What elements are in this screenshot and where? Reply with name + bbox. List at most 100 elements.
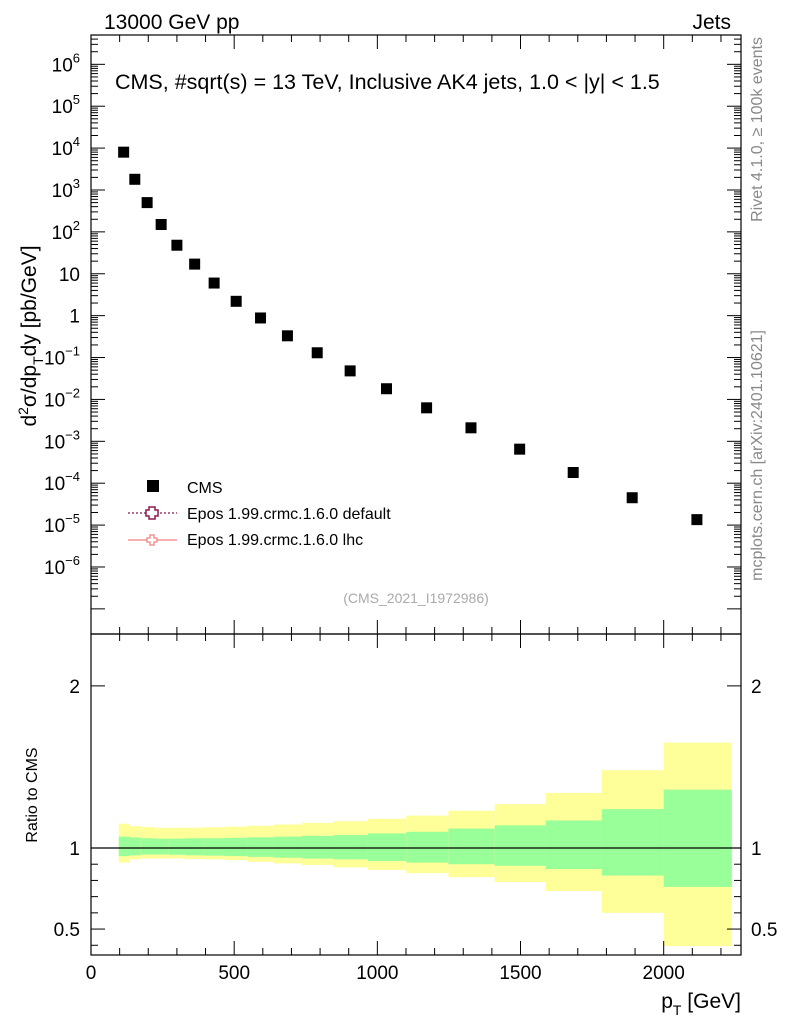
ylabel-rest: dy [pb/GeV] bbox=[18, 245, 41, 356]
ylabel-sup2: 2 bbox=[15, 407, 31, 415]
legend-marker-cms bbox=[147, 480, 159, 492]
main-y-tick-label: 106 bbox=[52, 50, 80, 76]
x-tick-label: 1000 bbox=[356, 963, 398, 984]
watermark: (CMS_2021_I1972986) bbox=[343, 590, 489, 606]
tick-base: 10 bbox=[44, 349, 65, 370]
cms-data-point bbox=[465, 422, 477, 434]
main-y-tick-label: 10−6 bbox=[44, 553, 80, 579]
tick-base: 10 bbox=[44, 432, 65, 453]
tick-base: 1 bbox=[69, 307, 80, 328]
ylabel-sigma: σ/dp bbox=[18, 365, 41, 407]
main-x-ticks bbox=[90, 35, 722, 634]
ratio-inner-band-bin bbox=[225, 837, 248, 857]
tick-base: 10 bbox=[52, 97, 73, 118]
cms-data-point bbox=[311, 347, 323, 359]
cms-data-point bbox=[230, 295, 242, 307]
main-y-ticks: 10610510410310210110−110−210−310−410−510… bbox=[44, 34, 741, 610]
ratio-inner-band-bin bbox=[367, 833, 407, 861]
tick-base: 10 bbox=[52, 55, 73, 76]
header-left: 13000 GeV pp bbox=[104, 11, 239, 34]
ratio-inner-band-bin bbox=[302, 835, 334, 859]
cms-data-point bbox=[567, 467, 579, 479]
cms-data-point bbox=[118, 146, 130, 158]
legend-label-default: Epos 1.99.crmc.1.6.0 default bbox=[187, 506, 391, 523]
ratio-inner-band-bin bbox=[153, 838, 169, 855]
main-y-tick-label: 10−5 bbox=[44, 511, 80, 537]
cms-data-point bbox=[189, 258, 201, 270]
legend-label-cms: CMS bbox=[187, 480, 223, 497]
cms-data-point bbox=[514, 443, 526, 455]
tick-exponent: 2 bbox=[73, 218, 80, 233]
x-tick-label: 500 bbox=[218, 963, 250, 984]
ratio-inner-band-bin bbox=[545, 820, 602, 870]
ratio-inner-band-bin bbox=[494, 825, 546, 866]
cms-data-point bbox=[155, 218, 167, 230]
tick-base: 10 bbox=[44, 516, 65, 537]
ratio-inner-band-bin bbox=[333, 835, 368, 860]
tick-exponent: −4 bbox=[65, 469, 80, 484]
xlabel-subT: T bbox=[673, 1002, 682, 1018]
tick-base: 10 bbox=[44, 558, 65, 579]
ratio-y-tick-label: 0.5 bbox=[54, 920, 80, 941]
legend-marker-lhc bbox=[146, 534, 158, 546]
main-y-tick-label: 10−2 bbox=[44, 385, 80, 411]
tick-exponent: −6 bbox=[65, 553, 80, 568]
ratio-inner-band-bin bbox=[663, 789, 732, 887]
header-right: Jets bbox=[692, 11, 731, 34]
ratio-inner-band-bin bbox=[129, 837, 141, 856]
cms-data-point bbox=[129, 173, 141, 185]
tick-exponent: 3 bbox=[73, 176, 80, 191]
x-tick-label: 0 bbox=[86, 963, 97, 984]
tick-base: 10 bbox=[52, 223, 73, 244]
x-tick-label: 1500 bbox=[499, 963, 541, 984]
ratio-inner-band-bin bbox=[168, 838, 186, 855]
main-y-tick-label: 105 bbox=[52, 92, 80, 118]
ylabel-d: d bbox=[18, 415, 41, 427]
rivet-label: Rivet 4.1.0, ≥ 100k events bbox=[749, 37, 766, 222]
ratio-inner-band-bin bbox=[204, 838, 226, 856]
main-panel: 10610510410310210110−110−210−310−410−510… bbox=[15, 34, 742, 635]
tick-exponent: 4 bbox=[73, 134, 80, 149]
main-y-tick-label: 103 bbox=[52, 176, 80, 202]
ratio-y-tick-label: 1 bbox=[69, 839, 80, 860]
legend: CMS Epos 1.99.crmc.1.6.0 default Epos 1.… bbox=[128, 480, 391, 549]
ratio-bands bbox=[118, 742, 732, 947]
tick-base: 10 bbox=[59, 265, 80, 286]
cms-data-point bbox=[421, 402, 433, 414]
cms-data-point bbox=[691, 514, 703, 526]
ratio-y-tick-label-right: 1 bbox=[751, 839, 762, 860]
cms-data-point bbox=[141, 197, 153, 209]
ratio-inner-band-bin bbox=[273, 836, 303, 858]
ratio-y-ticks: 0.5 0.5 1 1 2 2 bbox=[54, 677, 777, 946]
ratio-y-tick-label: 2 bbox=[69, 677, 80, 698]
legend-marker-default bbox=[145, 506, 159, 520]
main-y-tick-label: 10 bbox=[59, 265, 80, 286]
tick-exponent: −1 bbox=[65, 344, 80, 359]
cms-data-point bbox=[281, 330, 293, 342]
tick-base: 10 bbox=[44, 390, 65, 411]
ratio-inner-band-bin bbox=[140, 838, 154, 855]
ratio-y-label: Ratio to CMS bbox=[24, 747, 41, 842]
main-y-tick-label: 10−3 bbox=[44, 427, 80, 453]
tick-exponent: −2 bbox=[65, 385, 80, 400]
ratio-inner-band-bin bbox=[601, 809, 664, 876]
tick-base: 10 bbox=[52, 139, 73, 160]
x-axis-label: pT [GeV] bbox=[661, 990, 741, 1018]
ratio-inner-band-bin bbox=[185, 838, 205, 856]
cms-data-point bbox=[208, 277, 220, 289]
mcplots-label: mcplots.cern.ch [arXiv:2401.10621] bbox=[749, 330, 766, 581]
main-y-tick-label: 1 bbox=[69, 307, 80, 328]
ratio-frame bbox=[90, 633, 742, 956]
main-y-label: d2σ/dpTdy [pb/GeV] bbox=[15, 245, 46, 426]
main-y-tick-label: 10−4 bbox=[44, 469, 80, 495]
main-y-tick-label: 102 bbox=[52, 218, 80, 244]
data-points bbox=[118, 146, 703, 526]
tick-exponent: 5 bbox=[73, 92, 80, 107]
main-y-tick-label: 104 bbox=[52, 134, 80, 160]
tick-base: 10 bbox=[52, 181, 73, 202]
cms-data-point bbox=[381, 383, 393, 395]
cms-data-point bbox=[255, 312, 267, 324]
xlabel-unit: [GeV] bbox=[681, 990, 741, 1013]
